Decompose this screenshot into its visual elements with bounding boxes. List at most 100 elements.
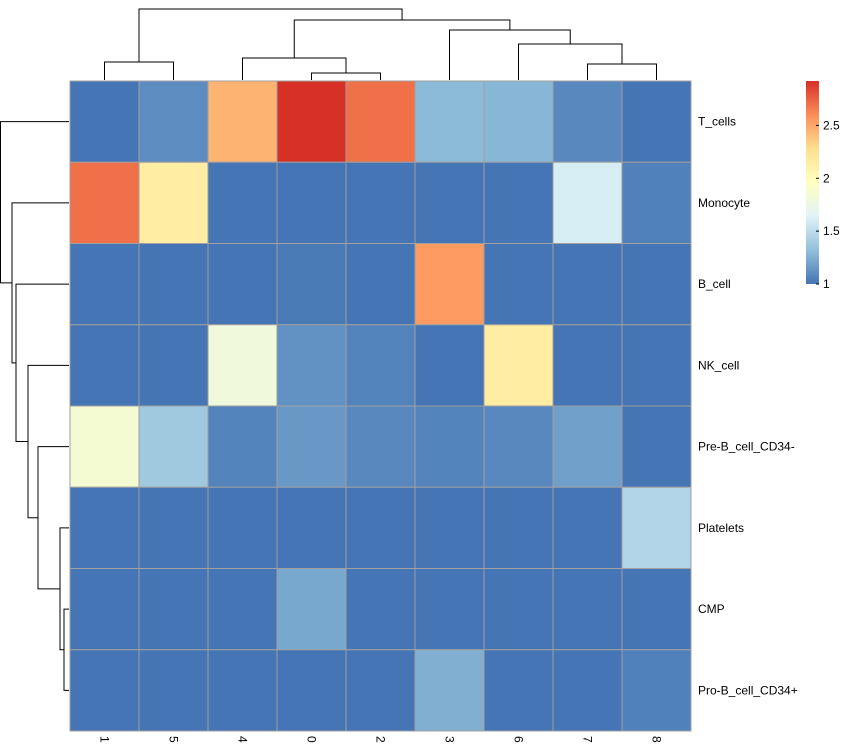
heatmap-cell — [483, 649, 554, 732]
row-label: CMP — [698, 602, 725, 616]
heatmap-cell — [276, 649, 347, 732]
row-label: Platelets — [698, 521, 744, 535]
dendrogram-link — [15, 283, 69, 443]
heatmap-cell — [276, 80, 347, 163]
heatmap-cell — [69, 80, 140, 163]
heatmap-cell — [276, 486, 347, 569]
dendrogram-link — [104, 61, 174, 80]
dendrogram-link — [63, 608, 69, 691]
heatmap-cell — [207, 243, 278, 326]
heatmap-cell — [414, 243, 485, 326]
heatmap-cell — [483, 405, 554, 488]
heatmap-cell — [414, 324, 485, 407]
row-label: T_cells — [698, 115, 736, 129]
heatmap-cell — [138, 80, 209, 163]
heatmap-cell — [345, 324, 416, 407]
row-label: Pro-B_cell_CD34+ — [698, 683, 798, 697]
heatmap-cell — [345, 161, 416, 244]
heatmap-cell — [414, 486, 485, 569]
heatmap-cell — [207, 405, 278, 488]
column-dendrogram — [104, 8, 657, 80]
heatmap-cell — [621, 405, 692, 488]
heatmap-cell — [345, 649, 416, 732]
row-dendrogram — [0, 121, 69, 691]
column-label: 1 — [98, 736, 112, 743]
heatmap-cell — [621, 649, 692, 732]
heatmap-cell — [414, 405, 485, 488]
column-label: 0 — [305, 736, 319, 743]
column-label: 6 — [512, 736, 526, 743]
dendrogram-link — [0, 121, 69, 284]
heatmap-cell — [276, 405, 347, 488]
heatmap-cell — [138, 324, 209, 407]
colorbar-gradient — [806, 81, 819, 284]
heatmap-cell — [138, 649, 209, 732]
row-labels: T_cells Monocyte B_cell NK_cell Pre-B_cell_C… — [698, 115, 798, 698]
column-label: 3 — [443, 736, 457, 743]
heatmap-cell — [207, 649, 278, 732]
heatmap-cell — [138, 405, 209, 488]
heatmap-cell — [483, 243, 554, 326]
heatmap-cell — [207, 486, 278, 569]
heatmap-cell — [207, 80, 278, 163]
heatmap-cell — [207, 568, 278, 651]
heatmap-cell — [414, 649, 485, 732]
colorbar-tick-label: 2 — [823, 171, 830, 185]
heatmap-cell — [345, 486, 416, 569]
dendrogram-link — [11, 202, 69, 364]
heatmap-cell — [138, 243, 209, 326]
heatmap-cell — [621, 568, 692, 651]
heatmap-cell — [69, 161, 140, 244]
heatmap-cell — [552, 649, 623, 732]
dendrogram-link — [242, 57, 347, 80]
heatmap-cell — [483, 568, 554, 651]
dendrogram-link — [311, 72, 381, 80]
row-label: Monocyte — [698, 196, 750, 210]
row-label: NK_cell — [698, 358, 739, 372]
heatmap-cell — [621, 243, 692, 326]
heatmap-cell — [276, 324, 347, 407]
heatmap-cell — [552, 324, 623, 407]
colorbar-tick-label: 1.5 — [823, 224, 840, 238]
heatmap-cell — [69, 486, 140, 569]
heatmap-cell — [414, 161, 485, 244]
heatmap-cell — [552, 243, 623, 326]
colorbar-legend: 1 1.5 2 2.5 — [806, 81, 840, 291]
heatmap-cell — [552, 161, 623, 244]
heatmap-cell — [276, 161, 347, 244]
heatmap-cell — [207, 324, 278, 407]
heatmap-cell — [414, 80, 485, 163]
dendrogram-link — [449, 29, 571, 80]
heatmap-cell — [345, 405, 416, 488]
heatmap-cells — [69, 80, 692, 732]
heatmap-cell — [414, 568, 485, 651]
heatmap-cell — [621, 161, 692, 244]
heatmap-cell — [621, 80, 692, 163]
heatmap-cell — [69, 568, 140, 651]
row-label: B_cell — [698, 277, 731, 291]
colorbar-tick-label: 1 — [823, 277, 830, 291]
column-labels: 1 5 4 0 2 3 6 7 8 — [98, 736, 664, 743]
heatmap-cell — [552, 568, 623, 651]
column-label: 8 — [650, 736, 664, 743]
heatmap-cell — [69, 649, 140, 732]
row-label: Pre-B_cell_CD34- — [698, 440, 795, 454]
heatmap-cell — [138, 486, 209, 569]
column-label: 7 — [581, 736, 595, 743]
heatmap-cell — [69, 243, 140, 326]
heatmap-cell — [345, 568, 416, 651]
heatmap-cell — [69, 405, 140, 488]
heatmap-cell — [552, 486, 623, 569]
heatmap-cell — [207, 161, 278, 244]
heatmap-cell — [138, 161, 209, 244]
column-label: 2 — [374, 736, 388, 743]
heatmap-cell — [69, 324, 140, 407]
dendrogram-link — [293, 19, 511, 58]
dendrogram-link — [587, 63, 657, 80]
heatmap-cell — [138, 568, 209, 651]
heatmap-cell — [345, 80, 416, 163]
heatmap-cell — [552, 405, 623, 488]
heatmap-cell — [621, 486, 692, 569]
dendrogram-link — [518, 43, 623, 80]
